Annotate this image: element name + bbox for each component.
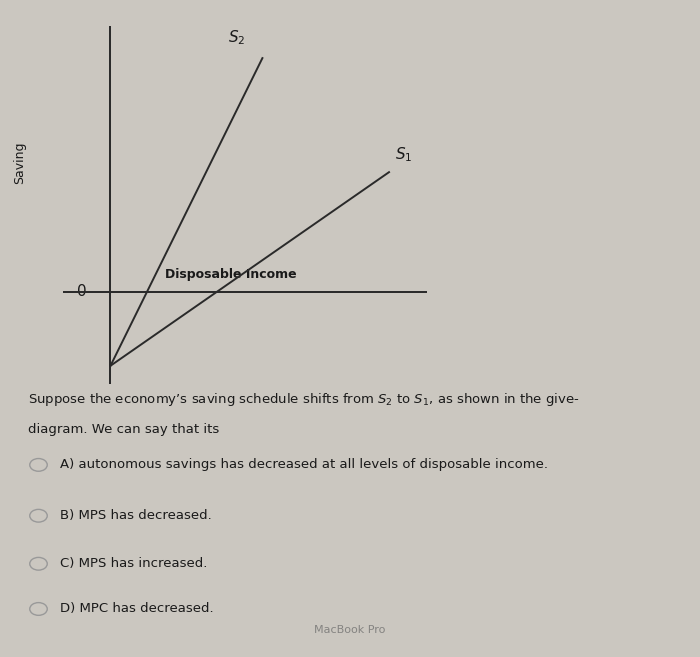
- Text: A) autonomous savings has decreased at all levels of disposable income.: A) autonomous savings has decreased at a…: [60, 459, 547, 471]
- Text: C) MPS has increased.: C) MPS has increased.: [60, 557, 207, 570]
- Text: $S_1$: $S_1$: [395, 145, 413, 164]
- Text: B) MPS has decreased.: B) MPS has decreased.: [60, 509, 211, 522]
- Text: MacBook Pro: MacBook Pro: [314, 625, 386, 635]
- Text: 0: 0: [77, 284, 87, 299]
- Text: Disposable Income: Disposable Income: [165, 268, 297, 281]
- Text: Saving: Saving: [13, 141, 26, 183]
- Text: diagram. We can say that its: diagram. We can say that its: [28, 422, 219, 436]
- Text: D) MPC has decreased.: D) MPC has decreased.: [60, 602, 213, 616]
- Text: $S_2$: $S_2$: [228, 29, 246, 47]
- Text: Suppose the economy’s saving schedule shifts from $S_2$ to $S_1$, as shown in th: Suppose the economy’s saving schedule sh…: [28, 392, 580, 409]
